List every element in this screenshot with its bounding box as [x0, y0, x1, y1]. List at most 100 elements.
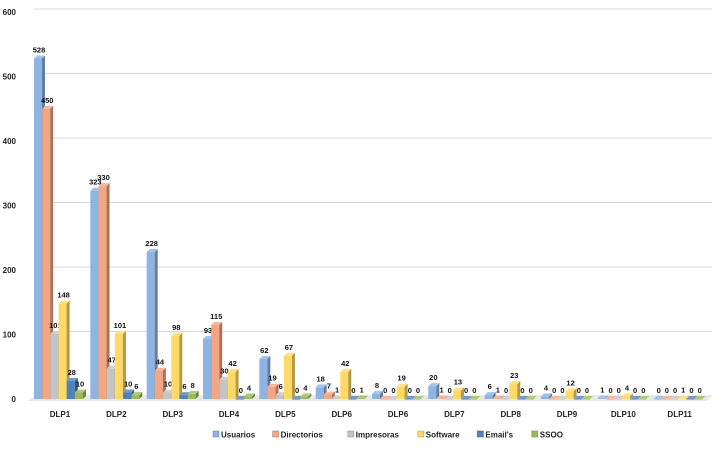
bar-side [50, 105, 54, 399]
legend-swatch [272, 430, 279, 438]
bar-top [517, 396, 529, 399]
data-label: 19 [397, 374, 405, 383]
data-label: 4 [625, 383, 630, 392]
data-label: 0 [577, 386, 581, 395]
bar [163, 392, 172, 399]
bar-top [300, 393, 312, 397]
bar-top [404, 396, 416, 399]
bar-top [372, 390, 383, 394]
bar [340, 371, 349, 399]
data-label: 1 [439, 385, 443, 394]
bar [219, 379, 228, 399]
data-label: 42 [341, 359, 349, 368]
bar [396, 386, 405, 399]
bar [187, 393, 196, 399]
bar [436, 398, 445, 399]
data-label: 0 [617, 386, 621, 395]
bar [525, 399, 534, 400]
bar [275, 395, 284, 399]
bar-top [484, 392, 496, 396]
data-label: 93 [204, 326, 212, 335]
bar [179, 395, 188, 399]
x-tick-label: DLP4 [219, 410, 240, 419]
bar-top [187, 390, 199, 394]
bar-side [252, 393, 255, 399]
bar-side [66, 300, 70, 399]
bar-side [492, 392, 496, 399]
data-label: 30 [220, 367, 228, 376]
data-label: 1 [360, 385, 364, 394]
bar-side [308, 393, 312, 399]
data-label: 228 [145, 239, 158, 248]
legend-swatch [212, 430, 220, 438]
data-label: 0 [464, 386, 468, 395]
bar-side [404, 383, 408, 399]
data-label: 7 [327, 381, 331, 390]
legend-swatch [531, 430, 539, 438]
bar-side [348, 368, 352, 399]
data-label: 0 [295, 386, 299, 395]
data-label: 1 [681, 385, 685, 394]
bar-top [509, 381, 521, 385]
legend-label: SSOO [540, 431, 563, 440]
bar-top [154, 367, 166, 371]
bar [244, 396, 252, 399]
bar-top [452, 387, 464, 391]
data-label: 28 [68, 368, 76, 377]
bar [388, 399, 397, 400]
y-tick-label: 200 [3, 266, 17, 275]
bar-top [356, 395, 368, 399]
bar-top [653, 396, 665, 399]
bar [259, 359, 268, 399]
data-label: 19 [268, 374, 276, 383]
bar-top [582, 396, 593, 399]
data-label: 0 [416, 386, 420, 395]
data-label: 0 [472, 386, 476, 395]
bar [444, 399, 453, 400]
data-label: 0 [520, 386, 524, 395]
data-label: 101 [49, 321, 62, 330]
data-label: 12 [566, 378, 574, 387]
data-label: 0 [529, 386, 533, 395]
bar-top [549, 396, 561, 399]
bar [227, 371, 236, 399]
bar [315, 387, 324, 399]
y-tick-label: 500 [3, 73, 17, 82]
data-label: 23 [510, 371, 518, 380]
bar [605, 399, 614, 400]
x-tick-label: DLP6 [331, 410, 352, 419]
bar [332, 398, 341, 399]
bar-side [331, 391, 335, 399]
data-label: 0 [608, 386, 612, 395]
data-label: 10 [124, 380, 132, 389]
bar [630, 399, 639, 400]
data-label: 0 [633, 386, 637, 395]
data-label: 450 [41, 96, 54, 105]
data-label: 62 [260, 346, 268, 355]
data-label: 18 [316, 374, 324, 383]
y-tick-label: 300 [3, 202, 17, 211]
x-tick-label: DLP9 [557, 410, 578, 419]
bar-side [122, 330, 126, 399]
bar-side [235, 368, 239, 399]
bar [509, 384, 518, 399]
bar [323, 394, 332, 399]
data-label: 47 [108, 356, 116, 365]
bar-side [500, 395, 504, 399]
bar [582, 399, 590, 400]
bar [123, 392, 132, 399]
bar [292, 399, 301, 400]
bar [75, 392, 83, 399]
legend-label: Software [426, 431, 460, 440]
bar [613, 399, 622, 400]
x-tick-label: DLP8 [500, 410, 521, 419]
data-label: 0 [657, 386, 661, 395]
bar-top [428, 383, 440, 387]
y-tick-label: 0 [12, 395, 17, 404]
bar-top [573, 396, 585, 399]
data-label: 6 [134, 382, 138, 391]
bar [380, 399, 389, 400]
bar-side [436, 383, 440, 399]
data-label: 6 [488, 382, 492, 391]
bar-top [436, 395, 448, 399]
